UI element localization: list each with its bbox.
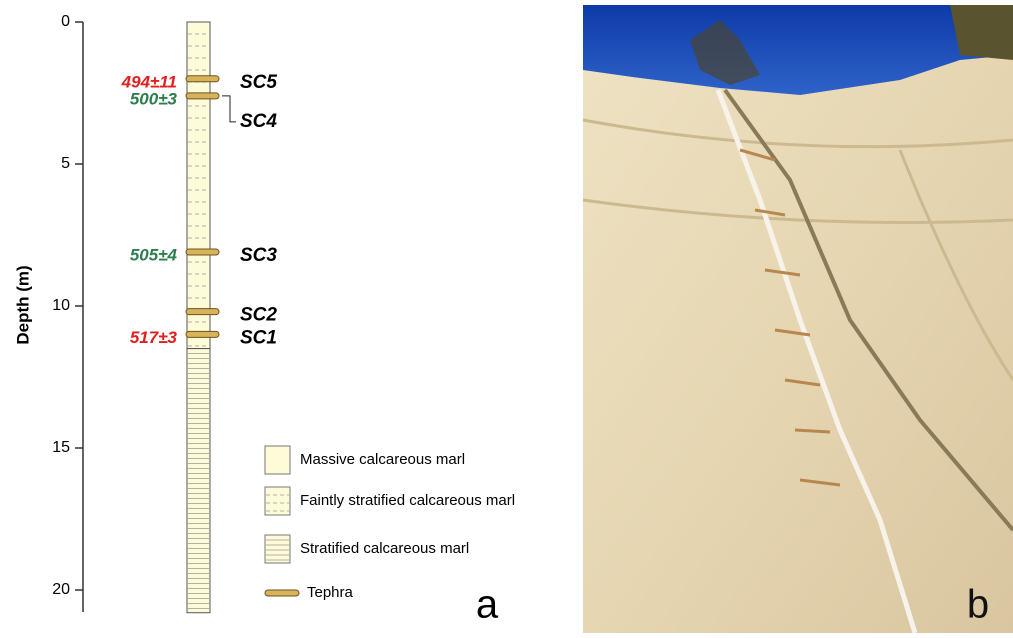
age-label: 500±3 — [130, 89, 178, 108]
sample-label: SC2 — [240, 305, 277, 326]
legend-swatch — [264, 534, 291, 564]
leader-line — [222, 95, 236, 123]
photo-strata — [582, 118, 1013, 381]
y-tick-label: 15 — [52, 439, 70, 456]
photo-vegetation — [950, 5, 1013, 60]
photo-sky — [583, 5, 1013, 95]
panel-b: b — [582, 5, 1013, 634]
y-tick-label: 5 — [61, 155, 70, 172]
panel-label: b — [967, 583, 989, 627]
column-interval — [186, 21, 211, 350]
y-tick-label: 0 — [61, 13, 70, 30]
sample-label: SC1 — [240, 327, 277, 348]
column-interval — [186, 348, 211, 614]
photo-tape — [715, 89, 918, 634]
tephra-layer — [185, 248, 220, 256]
age-label: 517±3 — [130, 328, 178, 347]
panel-label: a — [476, 583, 499, 627]
legend-swatch — [264, 589, 300, 597]
legend-label: Stratified calcareous marl — [300, 540, 469, 557]
legend-swatch — [264, 486, 291, 516]
y-tick-label: 10 — [52, 297, 70, 314]
legend-swatch — [264, 445, 291, 475]
sample-label: SC5 — [240, 72, 277, 93]
photo-samples — [739, 148, 841, 487]
age-label: 494±11 — [121, 72, 177, 91]
axis-label: Depth (m) — [13, 265, 32, 344]
tephra-layer — [185, 75, 220, 83]
legend-label: Massive calcareous marl — [300, 451, 465, 468]
tephra-layer — [185, 308, 220, 316]
legend-label: Tephra — [307, 584, 354, 601]
sample-label: SC3 — [240, 245, 277, 266]
photo-gully — [723, 88, 1013, 532]
photo-shrub — [690, 20, 760, 85]
y-tick-label: 20 — [52, 581, 70, 598]
panel-a: Depth (m) a 0 5 10 15 20 SC5 494±11 SC4 500±3 SC3… — [13, 13, 515, 626]
legend-label: Faintly stratified calcareous marl — [300, 492, 515, 509]
sample-label: SC4 — [240, 111, 277, 132]
age-label: 505±4 — [130, 246, 178, 265]
tephra-layer — [185, 92, 220, 100]
tephra-layer — [185, 330, 220, 338]
